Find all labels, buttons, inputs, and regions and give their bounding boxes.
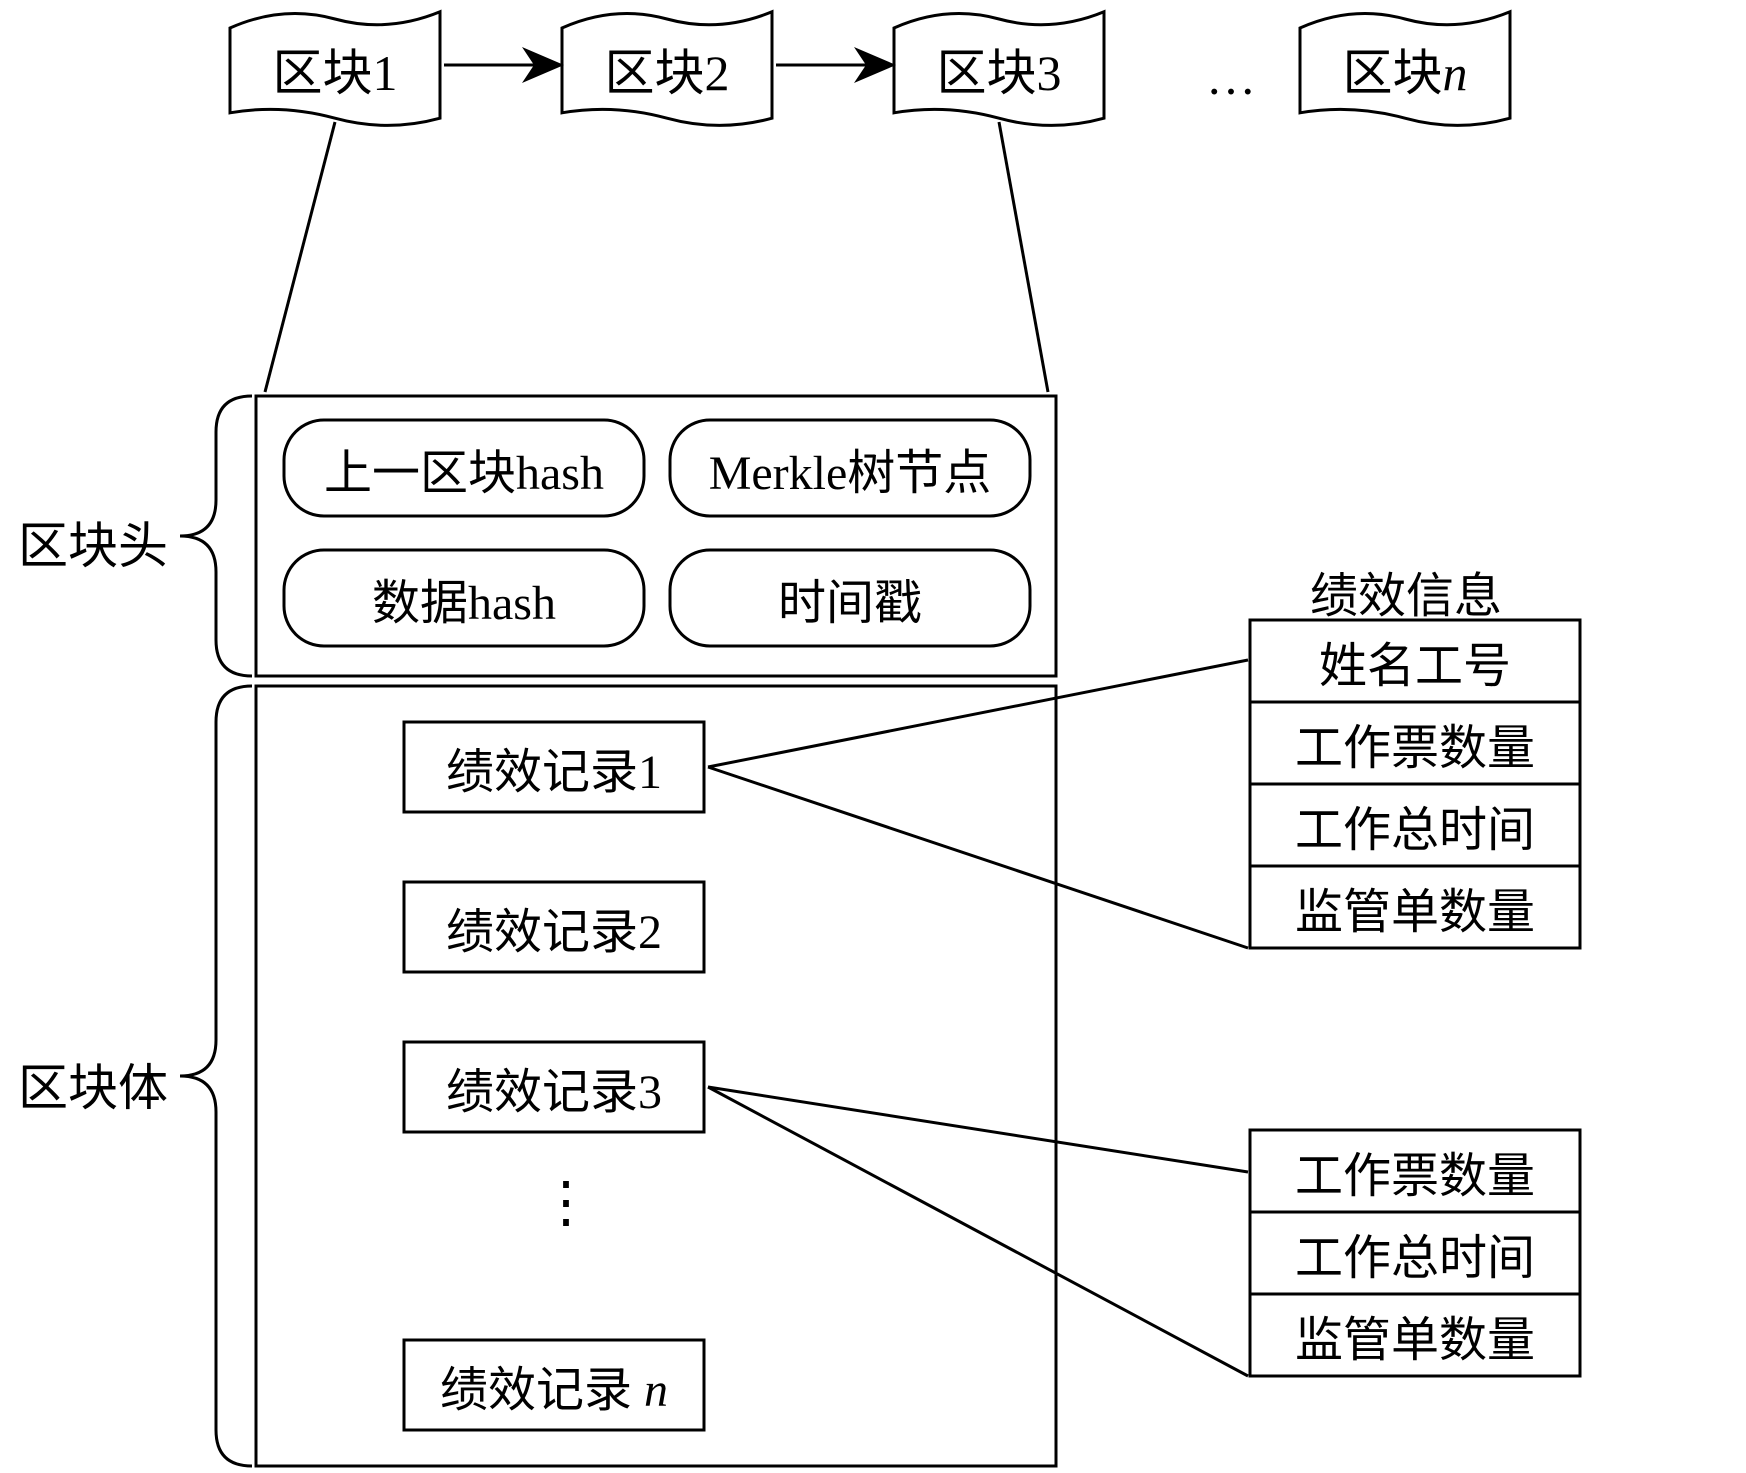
text-label: 区块体 <box>18 1048 168 1120</box>
text-label: 绩效记录1 <box>446 732 662 802</box>
text-label: 工作总时间 <box>1295 1218 1535 1288</box>
curly-bracket <box>180 686 252 1466</box>
text-label: 工作总时间 <box>1295 790 1535 860</box>
detail-line <box>708 767 1248 948</box>
text-label: Merkle树节点 <box>709 433 992 503</box>
text-label: 区块1 <box>273 33 398 105</box>
text-label: 上一区块hash <box>324 433 604 503</box>
text-label: 绩效信息 <box>1310 556 1502 626</box>
text-label: 区块头 <box>18 506 168 578</box>
text-label: 区块n <box>1343 33 1468 105</box>
expand-line <box>999 122 1048 392</box>
text-label: … <box>1206 48 1256 106</box>
text-label: 时间戳 <box>778 563 922 633</box>
curly-bracket <box>180 396 252 676</box>
text-label: 工作票数量 <box>1295 708 1535 778</box>
text-label: 绩效记录 n <box>440 1350 668 1420</box>
text-label: 绩效记录2 <box>446 892 662 962</box>
text-label: 姓名工号 <box>1319 626 1511 696</box>
text-label: 绩效记录3 <box>446 1052 662 1122</box>
text-label: 监管单数量 <box>1295 872 1535 942</box>
text-label: 工作票数量 <box>1295 1136 1535 1206</box>
text-label: 区块3 <box>937 33 1062 105</box>
text-label: 数据hash <box>372 563 556 633</box>
text-label: ⋮ <box>538 1170 594 1235</box>
text-label: 监管单数量 <box>1295 1300 1535 1370</box>
expand-line <box>265 122 335 392</box>
text-label: 区块2 <box>605 33 730 105</box>
